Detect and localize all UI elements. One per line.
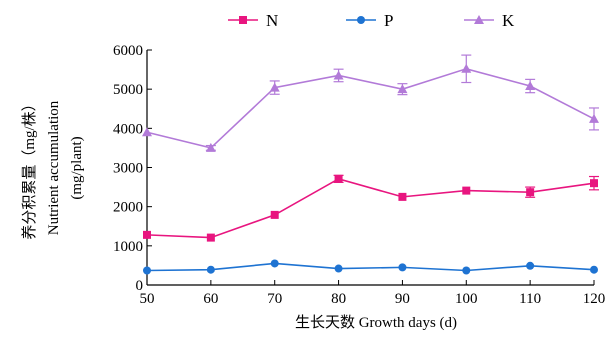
y-tick-label: 1000 (113, 239, 143, 255)
series-p (143, 259, 598, 275)
x-tick-label: 50 (140, 291, 155, 307)
data-point-p (270, 259, 279, 268)
data-point-n (590, 179, 598, 188)
y-axis-title-en: Nutrient accumulation (46, 100, 62, 235)
data-point-k (142, 127, 152, 137)
data-point-p (462, 266, 471, 275)
data-point-k (525, 81, 536, 91)
series-p-line (146, 262, 595, 272)
data-point-n (526, 188, 535, 197)
data-point-n (334, 174, 343, 183)
data-point-k (397, 84, 408, 94)
series-n-line (146, 177, 595, 239)
legend-item-k: K (464, 11, 515, 30)
x-tick-label: 60 (203, 291, 218, 307)
data-point-p (398, 263, 407, 272)
data-point-k (461, 63, 472, 73)
x-tick-label: 80 (331, 291, 346, 307)
x-tick-label: 110 (519, 291, 541, 307)
legend-label: P (384, 11, 393, 30)
y-tick-label: 0 (136, 278, 144, 294)
legend-marker (474, 15, 484, 24)
legend-item-n: N (228, 11, 278, 30)
data-point-n (143, 230, 151, 239)
legend-item-p: P (346, 11, 393, 30)
y-axis-title-cn: 养分积累量（mg/株） (21, 96, 38, 239)
y-tick-label: 3000 (113, 161, 143, 177)
legend-marker (239, 16, 247, 24)
data-point-k (333, 70, 344, 80)
data-point-n (398, 192, 407, 201)
data-point-p (143, 266, 151, 275)
data-point-n (206, 233, 215, 242)
data-point-p (334, 264, 343, 273)
y-tick-label: 5000 (113, 82, 143, 98)
x-axis-title: 生长天数 Growth days (d) (295, 314, 457, 331)
x-tick-label: 70 (267, 291, 282, 307)
data-point-n (462, 186, 471, 195)
data-point-k (589, 113, 599, 123)
data-point-n (270, 210, 279, 219)
series-n (143, 174, 599, 242)
series-k (142, 54, 599, 152)
series-layer (142, 54, 599, 275)
data-point-k (205, 142, 216, 152)
legend-label: K (502, 11, 515, 30)
x-tick-label: 100 (455, 291, 478, 307)
y-tick-label: 2000 (113, 200, 143, 216)
y-tick-label: 6000 (113, 43, 143, 59)
legend-marker (357, 16, 365, 24)
axes: 0 1000 2000 3000 4000 5000 6000 50 60 70 80 90 100 11… (113, 43, 605, 307)
data-point-k (269, 82, 280, 92)
series-k-line (146, 67, 595, 149)
x-tick-label: 120 (583, 291, 606, 307)
data-point-p (590, 265, 598, 274)
legend-label: N (266, 11, 278, 30)
data-point-p (526, 261, 535, 270)
x-tick-label: 90 (395, 291, 410, 307)
y-axis-title-unit: (mg/plant) (69, 136, 85, 199)
data-point-p (206, 265, 215, 274)
y-tick-label: 4000 (113, 121, 143, 137)
